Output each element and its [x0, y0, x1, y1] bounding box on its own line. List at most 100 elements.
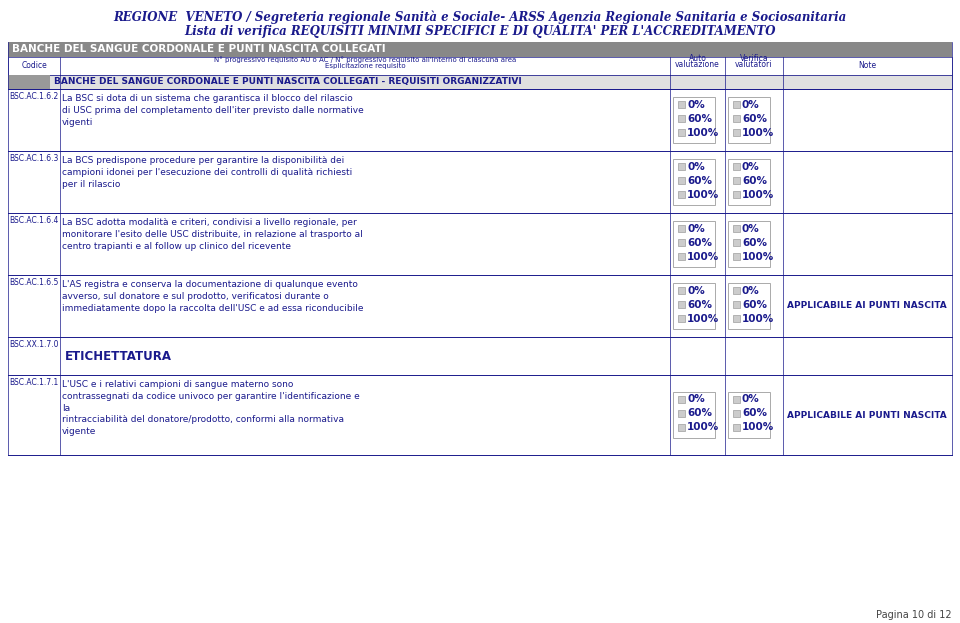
Text: 0%: 0% — [687, 394, 705, 404]
Bar — [673, 97, 715, 143]
Text: Auto: Auto — [688, 54, 707, 63]
Bar — [8, 375, 952, 455]
Text: 60%: 60% — [742, 113, 767, 123]
Bar — [678, 129, 685, 136]
Text: 0%: 0% — [742, 100, 759, 110]
Bar — [733, 410, 740, 417]
Text: Verifica: Verifica — [740, 54, 768, 63]
Text: ETICHETTATURA: ETICHETTATURA — [65, 350, 172, 363]
Text: BANCHE DEL SANGUE CORDONALE E PUNTI NASCITA COLLEGATI: BANCHE DEL SANGUE CORDONALE E PUNTI NASC… — [12, 44, 386, 54]
Bar — [678, 101, 685, 108]
Text: BSC.AC.1.6.4: BSC.AC.1.6.4 — [9, 216, 59, 225]
Bar — [733, 177, 740, 184]
Bar — [8, 57, 952, 75]
Bar — [8, 151, 952, 213]
Text: BSC.AC.1.6.3: BSC.AC.1.6.3 — [9, 154, 59, 163]
Text: 100%: 100% — [687, 189, 719, 199]
Text: 0%: 0% — [687, 285, 705, 295]
Text: 100%: 100% — [742, 128, 775, 138]
Text: 0%: 0% — [742, 394, 759, 404]
Text: Codice: Codice — [21, 62, 47, 70]
Text: 60%: 60% — [687, 176, 712, 186]
Bar — [733, 225, 740, 232]
Text: 0%: 0% — [742, 161, 759, 171]
Bar — [673, 221, 715, 267]
Bar — [728, 221, 770, 267]
Bar — [8, 337, 952, 375]
Text: 100%: 100% — [687, 128, 719, 138]
Text: 100%: 100% — [687, 313, 719, 323]
Text: 60%: 60% — [742, 300, 767, 310]
Text: REGIONE  VENETO / Segreteria regionale Sanità e Sociale- ARSS Agenzia Regionale : REGIONE VENETO / Segreteria regionale Sa… — [113, 10, 847, 24]
Bar — [733, 129, 740, 136]
Text: L'AS registra e conserva la documentazione di qualunque evento
avverso, sul dona: L'AS registra e conserva la documentazio… — [62, 280, 364, 313]
Text: 0%: 0% — [742, 285, 759, 295]
Bar — [678, 287, 685, 294]
Text: N° progressivo requisito AU o AC / N° progressivo requisito all'interno di ciasc: N° progressivo requisito AU o AC / N° pr… — [214, 56, 516, 63]
Text: 100%: 100% — [687, 422, 719, 432]
Bar — [678, 115, 685, 122]
Bar — [678, 315, 685, 322]
Bar — [673, 283, 715, 329]
Text: BANCHE DEL SANGUE CORDONALE E PUNTI NASCITA COLLEGATI - REQUISITI ORGANIZZATIVI: BANCHE DEL SANGUE CORDONALE E PUNTI NASC… — [54, 77, 521, 86]
Text: 60%: 60% — [687, 300, 712, 310]
Bar — [678, 191, 685, 198]
Bar — [8, 275, 952, 337]
Text: 0%: 0% — [687, 224, 705, 234]
Bar — [678, 301, 685, 308]
Text: 100%: 100% — [742, 422, 775, 432]
Text: 0%: 0% — [687, 100, 705, 110]
Text: La BSC si dota di un sistema che garantisca il blocco del rilascio
di USC prima : La BSC si dota di un sistema che garanti… — [62, 94, 364, 126]
Text: Pagina 10 di 12: Pagina 10 di 12 — [876, 610, 952, 620]
Text: 100%: 100% — [742, 313, 775, 323]
Bar — [733, 301, 740, 308]
Text: BSC.XX.1.7.0: BSC.XX.1.7.0 — [9, 340, 59, 349]
Bar — [673, 392, 715, 438]
Bar — [8, 42, 952, 57]
Text: La BCS predispone procedure per garantire la disponibilità dei
campioni idonei p: La BCS predispone procedure per garantir… — [62, 156, 352, 189]
Text: APPLICABILE AI PUNTI NASCITA: APPLICABILE AI PUNTI NASCITA — [787, 302, 947, 310]
Text: 0%: 0% — [687, 161, 705, 171]
Text: Esplicitazione requisito: Esplicitazione requisito — [324, 63, 405, 69]
Bar — [733, 315, 740, 322]
Bar — [728, 283, 770, 329]
Text: Note: Note — [858, 62, 876, 70]
Text: 60%: 60% — [687, 237, 712, 247]
Bar — [673, 159, 715, 205]
Text: valutazione: valutazione — [675, 60, 720, 69]
Bar — [733, 115, 740, 122]
Bar — [733, 396, 740, 403]
Bar — [728, 392, 770, 438]
Bar — [733, 191, 740, 198]
Bar — [678, 225, 685, 232]
Bar — [8, 213, 952, 275]
Bar — [733, 239, 740, 246]
Bar — [733, 163, 740, 170]
Bar — [733, 424, 740, 431]
Text: 100%: 100% — [742, 189, 775, 199]
Text: 60%: 60% — [742, 409, 767, 419]
Text: La BSC adotta modalità e criteri, condivisi a livello regionale, per
monitorare : La BSC adotta modalità e criteri, condiv… — [62, 218, 363, 250]
Text: Lista di verifica REQUISITI MINIMI SPECIFICI E DI QUALITA' PER L'ACCREDITAMENTO: Lista di verifica REQUISITI MINIMI SPECI… — [184, 25, 776, 38]
Bar — [678, 163, 685, 170]
Text: APPLICABILE AI PUNTI NASCITA: APPLICABILE AI PUNTI NASCITA — [787, 411, 947, 419]
Bar — [678, 396, 685, 403]
Bar — [678, 410, 685, 417]
Text: 100%: 100% — [742, 252, 775, 262]
Text: 100%: 100% — [687, 252, 719, 262]
Bar — [733, 287, 740, 294]
Bar — [8, 75, 952, 89]
Text: 60%: 60% — [742, 176, 767, 186]
Text: L'USC e i relativi campioni di sangue materno sono
contrassegnati da codice univ: L'USC e i relativi campioni di sangue ma… — [62, 380, 360, 436]
Bar — [733, 101, 740, 108]
Text: 60%: 60% — [687, 113, 712, 123]
Text: valutatori: valutatori — [735, 60, 773, 69]
Bar — [8, 89, 952, 151]
Text: BSC.AC.1.6.5: BSC.AC.1.6.5 — [9, 278, 59, 287]
Bar — [733, 253, 740, 260]
Bar — [678, 177, 685, 184]
Text: 0%: 0% — [742, 224, 759, 234]
Bar — [678, 424, 685, 431]
Bar — [728, 159, 770, 205]
Bar — [678, 239, 685, 246]
